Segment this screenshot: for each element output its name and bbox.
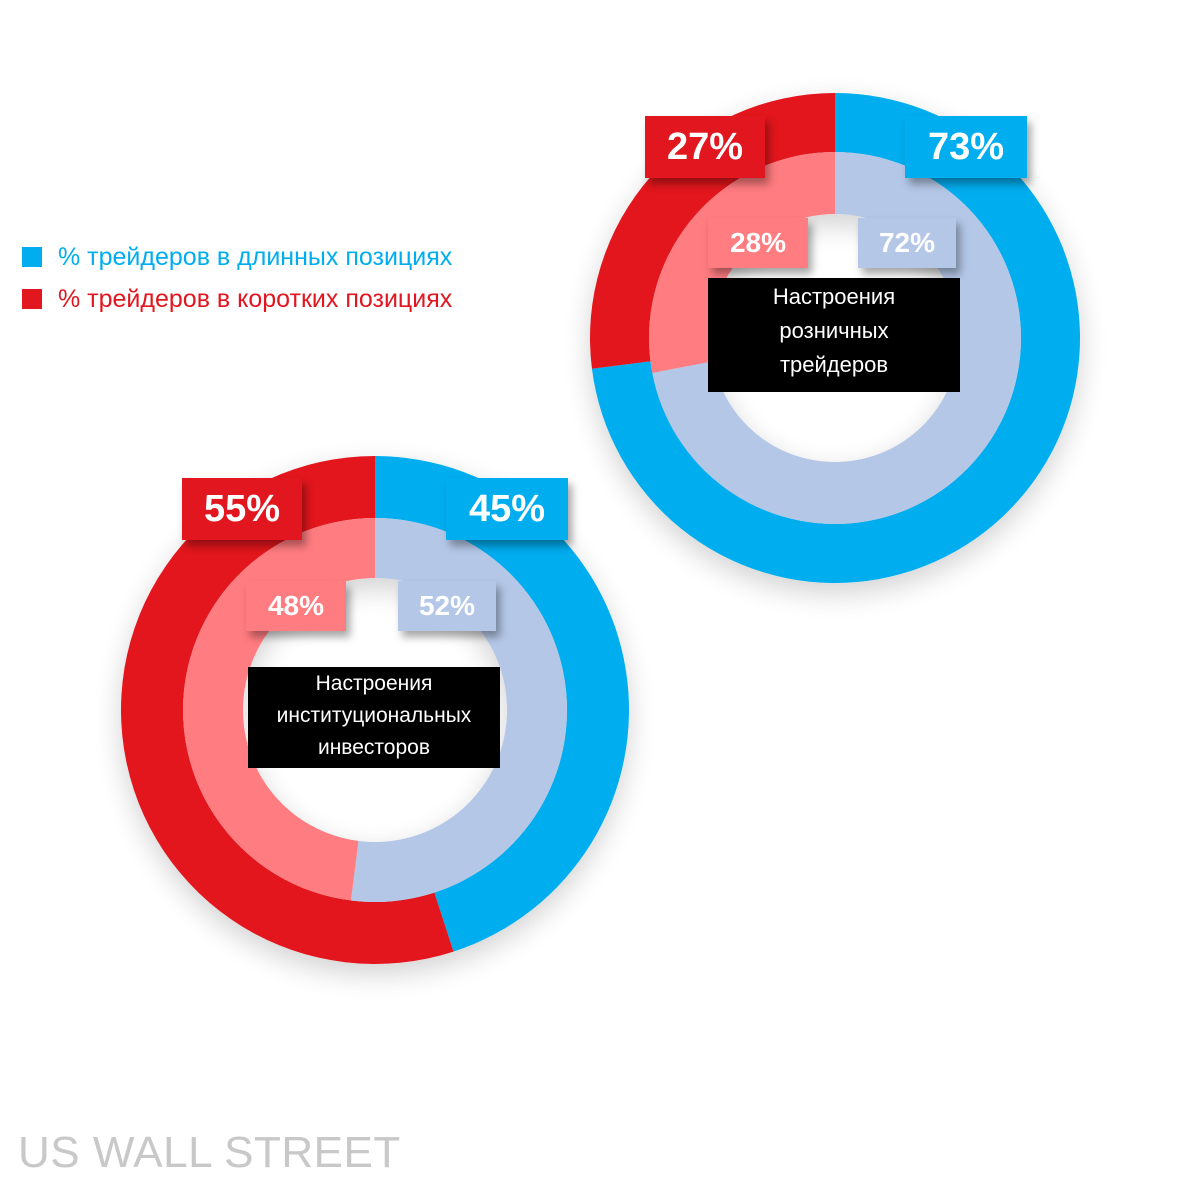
institutional-outer-long-label: 45% xyxy=(446,478,568,540)
retail-inner-short-segment xyxy=(648,152,835,373)
institutional-inner-long-segment xyxy=(350,518,567,902)
retail-inner-short-label: 28% xyxy=(708,218,808,268)
legend-item-short: % трейдеров в коротких позициях xyxy=(22,278,452,320)
institutional-outer-short-label: 55% xyxy=(182,478,302,540)
institutional-donut xyxy=(121,456,629,964)
watermark: US WALL STREET xyxy=(18,1128,401,1177)
institutional-outer-long-segment xyxy=(375,456,629,952)
retail-chart-title: Настроения розничных трейдеров xyxy=(708,278,960,392)
institutional-outer-short-segment xyxy=(121,456,454,964)
retail-outer-short-segment xyxy=(589,93,835,369)
legend-swatch-long xyxy=(22,247,42,267)
retail-outer-long-label: 73% xyxy=(905,116,1027,178)
legend-swatch-short xyxy=(22,289,42,309)
legend-label-long: % трейдеров в длинных позициях xyxy=(58,242,453,271)
institutional-inner-short-label: 48% xyxy=(246,581,346,631)
legend-label-short: % трейдеров в коротких позициях xyxy=(58,284,453,313)
retail-outer-short-label: 27% xyxy=(645,116,765,178)
legend: % трейдеров в длинных позициях % трейдер… xyxy=(22,236,452,320)
legend-item-long: % трейдеров в длинных позициях xyxy=(22,236,452,278)
retail-inner-long-label: 72% xyxy=(858,218,956,268)
institutional-inner-long-label: 52% xyxy=(398,581,496,631)
institutional-inner-short-segment xyxy=(182,518,375,901)
institutional-chart-title: Настроения институциональных инвесторов xyxy=(248,667,500,768)
